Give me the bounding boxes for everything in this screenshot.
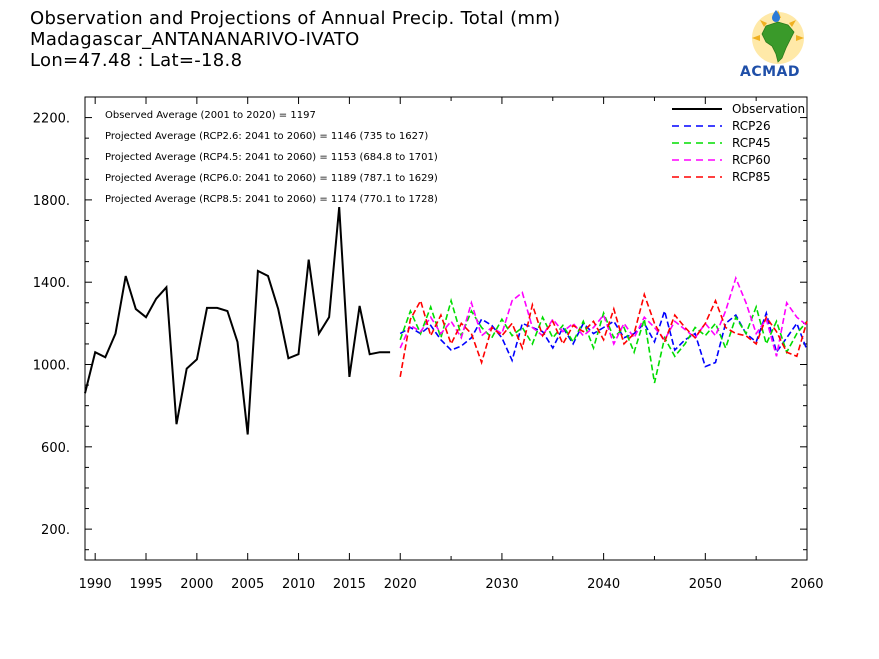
legend-label-rcp45: RCP45: [732, 136, 771, 150]
series-line-rcp45: [399, 297, 808, 384]
annotation-text: Projected Average (RCP2.6: 2041 to 2060)…: [105, 131, 428, 142]
annotation-text: Projected Average (RCP8.5: 2041 to 2060)…: [105, 194, 438, 205]
y-axis: 200. 600. 1000. 1400. 1800. 2200.: [33, 112, 807, 551]
africa-logo-icon: [738, 8, 818, 83]
x-tick-label: 2020: [384, 577, 417, 592]
legend-label-rcp60: RCP60: [732, 153, 771, 167]
legend-label-rcp85: RCP85: [732, 170, 771, 184]
annotations: Observed Average (2001 to 2020) = 1197 Pr…: [105, 110, 438, 205]
x-tick-label: 2010: [282, 577, 315, 592]
x-tick-label: 1990: [79, 577, 112, 592]
logo-text: ACMAD: [740, 64, 800, 80]
y-tick-label: 600.: [41, 441, 70, 456]
annotation-text: Projected Average (RCP4.5: 2041 to 2060)…: [105, 152, 438, 163]
series-line-rcp26: [399, 308, 808, 368]
series-line-rcp85: [399, 291, 808, 378]
y-tick-label: 1000.: [33, 359, 70, 374]
legend-label-rcp26: RCP26: [732, 119, 771, 133]
y-tick-label: 1400.: [33, 276, 70, 291]
y-tick-label: 1800.: [33, 194, 70, 209]
x-tick-label: 2015: [333, 577, 366, 592]
series-layer: [84, 207, 808, 435]
x-tick-label: 2030: [485, 577, 518, 592]
x-tick-label: 2050: [689, 577, 722, 592]
station-name: Madagascar_ANTANANARIVO-IVATO: [30, 29, 360, 50]
title-block: Observation and Projections of Annual Pr…: [30, 8, 560, 71]
y-tick-label: 2200.: [33, 112, 70, 127]
annotation-text: Projected Average (RCP6.0: 2041 to 2060)…: [105, 173, 438, 184]
chart-title: Observation and Projections of Annual Pr…: [30, 8, 561, 29]
x-tick-label: 2040: [587, 577, 620, 592]
legend: Observation RCP26 RCP45 RCP60 RCP85: [672, 102, 805, 184]
x-tick-label: 1995: [129, 577, 162, 592]
x-tick-label: 2000: [180, 577, 213, 592]
legend-label-observation: Observation: [732, 102, 805, 116]
series-line-observation: [84, 207, 391, 435]
x-tick-label: 2060: [790, 577, 823, 592]
annotation-text: Observed Average (2001 to 2020) = 1197: [105, 110, 316, 121]
plot-border: [84, 96, 808, 561]
coordinates: Lon=47.48 : Lat=-18.8: [30, 50, 243, 71]
plot-frame: [84, 96, 808, 561]
x-axis: 1990 1995 2000 2005 2010 2015 2020 2030 2040 2050…: [79, 97, 824, 592]
y-tick-label: 200.: [41, 523, 70, 538]
x-tick-label: 2005: [231, 577, 264, 592]
series-line-rcp60: [399, 275, 808, 357]
